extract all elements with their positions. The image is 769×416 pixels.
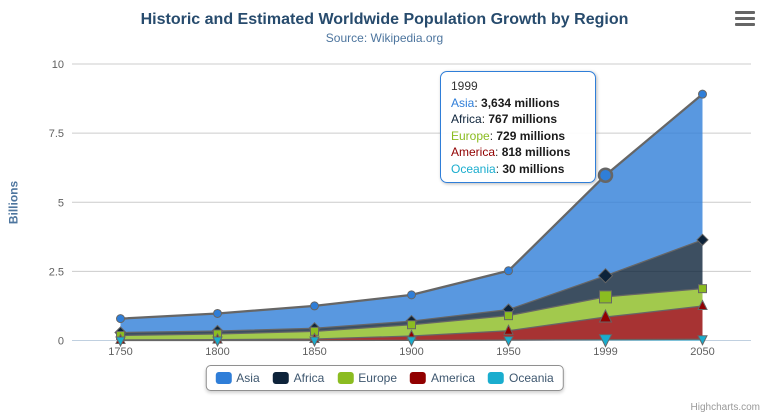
y-axis-label: 7.5 — [49, 128, 64, 140]
chart-title: Historic and Estimated Worldwide Populat… — [140, 11, 629, 28]
legend-label: America — [431, 371, 476, 385]
y-axis-label: 0 — [58, 336, 64, 348]
area-asia — [120, 94, 703, 333]
legend-label: Oceania — [509, 371, 554, 385]
series-asia — [116, 89, 707, 333]
point-asia-1800[interactable] — [213, 308, 222, 318]
point-oceania-2050[interactable] — [697, 335, 708, 346]
y-axis-label: 2.5 — [49, 266, 64, 278]
point-oceania-1950[interactable] — [503, 336, 514, 347]
legend-swatch — [215, 372, 232, 384]
point-africa-2050[interactable] — [696, 233, 709, 247]
hamburger-bar — [735, 17, 755, 20]
x-axis-label: 1900 — [399, 346, 423, 358]
legend-label: Africa — [293, 371, 325, 385]
x-axis-label: 1999 — [593, 346, 617, 358]
legend-swatch — [272, 372, 289, 384]
x-axis-label: 1800 — [205, 346, 229, 358]
point-europe-1900[interactable] — [407, 320, 416, 330]
point-asia-2050[interactable] — [698, 89, 707, 99]
point-oceania-1900[interactable] — [406, 336, 417, 347]
point-asia-1750[interactable] — [116, 314, 125, 324]
y-axis-title: Billions — [6, 180, 21, 225]
point-asia-1850[interactable] — [310, 301, 319, 311]
point-america-1950[interactable] — [503, 324, 514, 335]
point-africa-1999[interactable] — [597, 267, 614, 284]
y-axis-label: 10 — [52, 59, 64, 71]
point-oceania-1800[interactable] — [212, 336, 223, 348]
hamburger-bar — [735, 23, 755, 26]
area-africa — [120, 239, 703, 336]
chart-subtitle: Source: Wikipedia.org — [325, 31, 444, 45]
legend-label: Europe — [358, 371, 398, 385]
hamburger-bar — [735, 11, 755, 14]
legend-item-oceania[interactable]: Oceania — [488, 371, 554, 385]
x-axis-label: 1750 — [108, 346, 132, 358]
context-menu-button[interactable] — [735, 11, 755, 26]
point-oceania-1999[interactable] — [598, 334, 613, 348]
y-axis-label: 5 — [58, 197, 64, 209]
legend-item-america[interactable]: America — [410, 371, 475, 385]
point-oceania-1750[interactable] — [115, 336, 126, 348]
point-asia-1900[interactable] — [407, 290, 416, 300]
point-europe-1950[interactable] — [504, 311, 513, 321]
legend-swatch — [410, 372, 427, 384]
legend-item-europe[interactable]: Europe — [337, 371, 397, 385]
legend-item-africa[interactable]: Africa — [272, 371, 325, 385]
point-europe-2050[interactable] — [698, 284, 707, 294]
legend-swatch — [337, 372, 354, 384]
x-axis-label: 1850 — [302, 346, 326, 358]
legend-label: Asia — [236, 371, 260, 385]
point-america-1999[interactable] — [598, 308, 613, 323]
point-asia-1999[interactable] — [597, 167, 614, 183]
legend-swatch — [488, 372, 505, 384]
credits-link[interactable]: Highcharts.com — [690, 402, 760, 413]
point-asia-1950[interactable] — [504, 266, 513, 276]
series-oceania — [115, 334, 708, 348]
point-oceania-1850[interactable] — [309, 336, 320, 348]
legend: Asia Africa Europe America Oceania — [205, 365, 564, 391]
point-america-2050[interactable] — [697, 299, 708, 311]
x-axis-label: 1950 — [496, 346, 520, 358]
x-axis-label: 2050 — [690, 346, 714, 358]
area-america — [120, 306, 703, 341]
legend-item-asia[interactable]: Asia — [215, 371, 260, 385]
point-europe-1999[interactable] — [599, 290, 612, 304]
axis-labels: 0 2.5 5 7.5 10 1750 1800 1850 1900 1950 1999 2050 — [49, 59, 715, 358]
